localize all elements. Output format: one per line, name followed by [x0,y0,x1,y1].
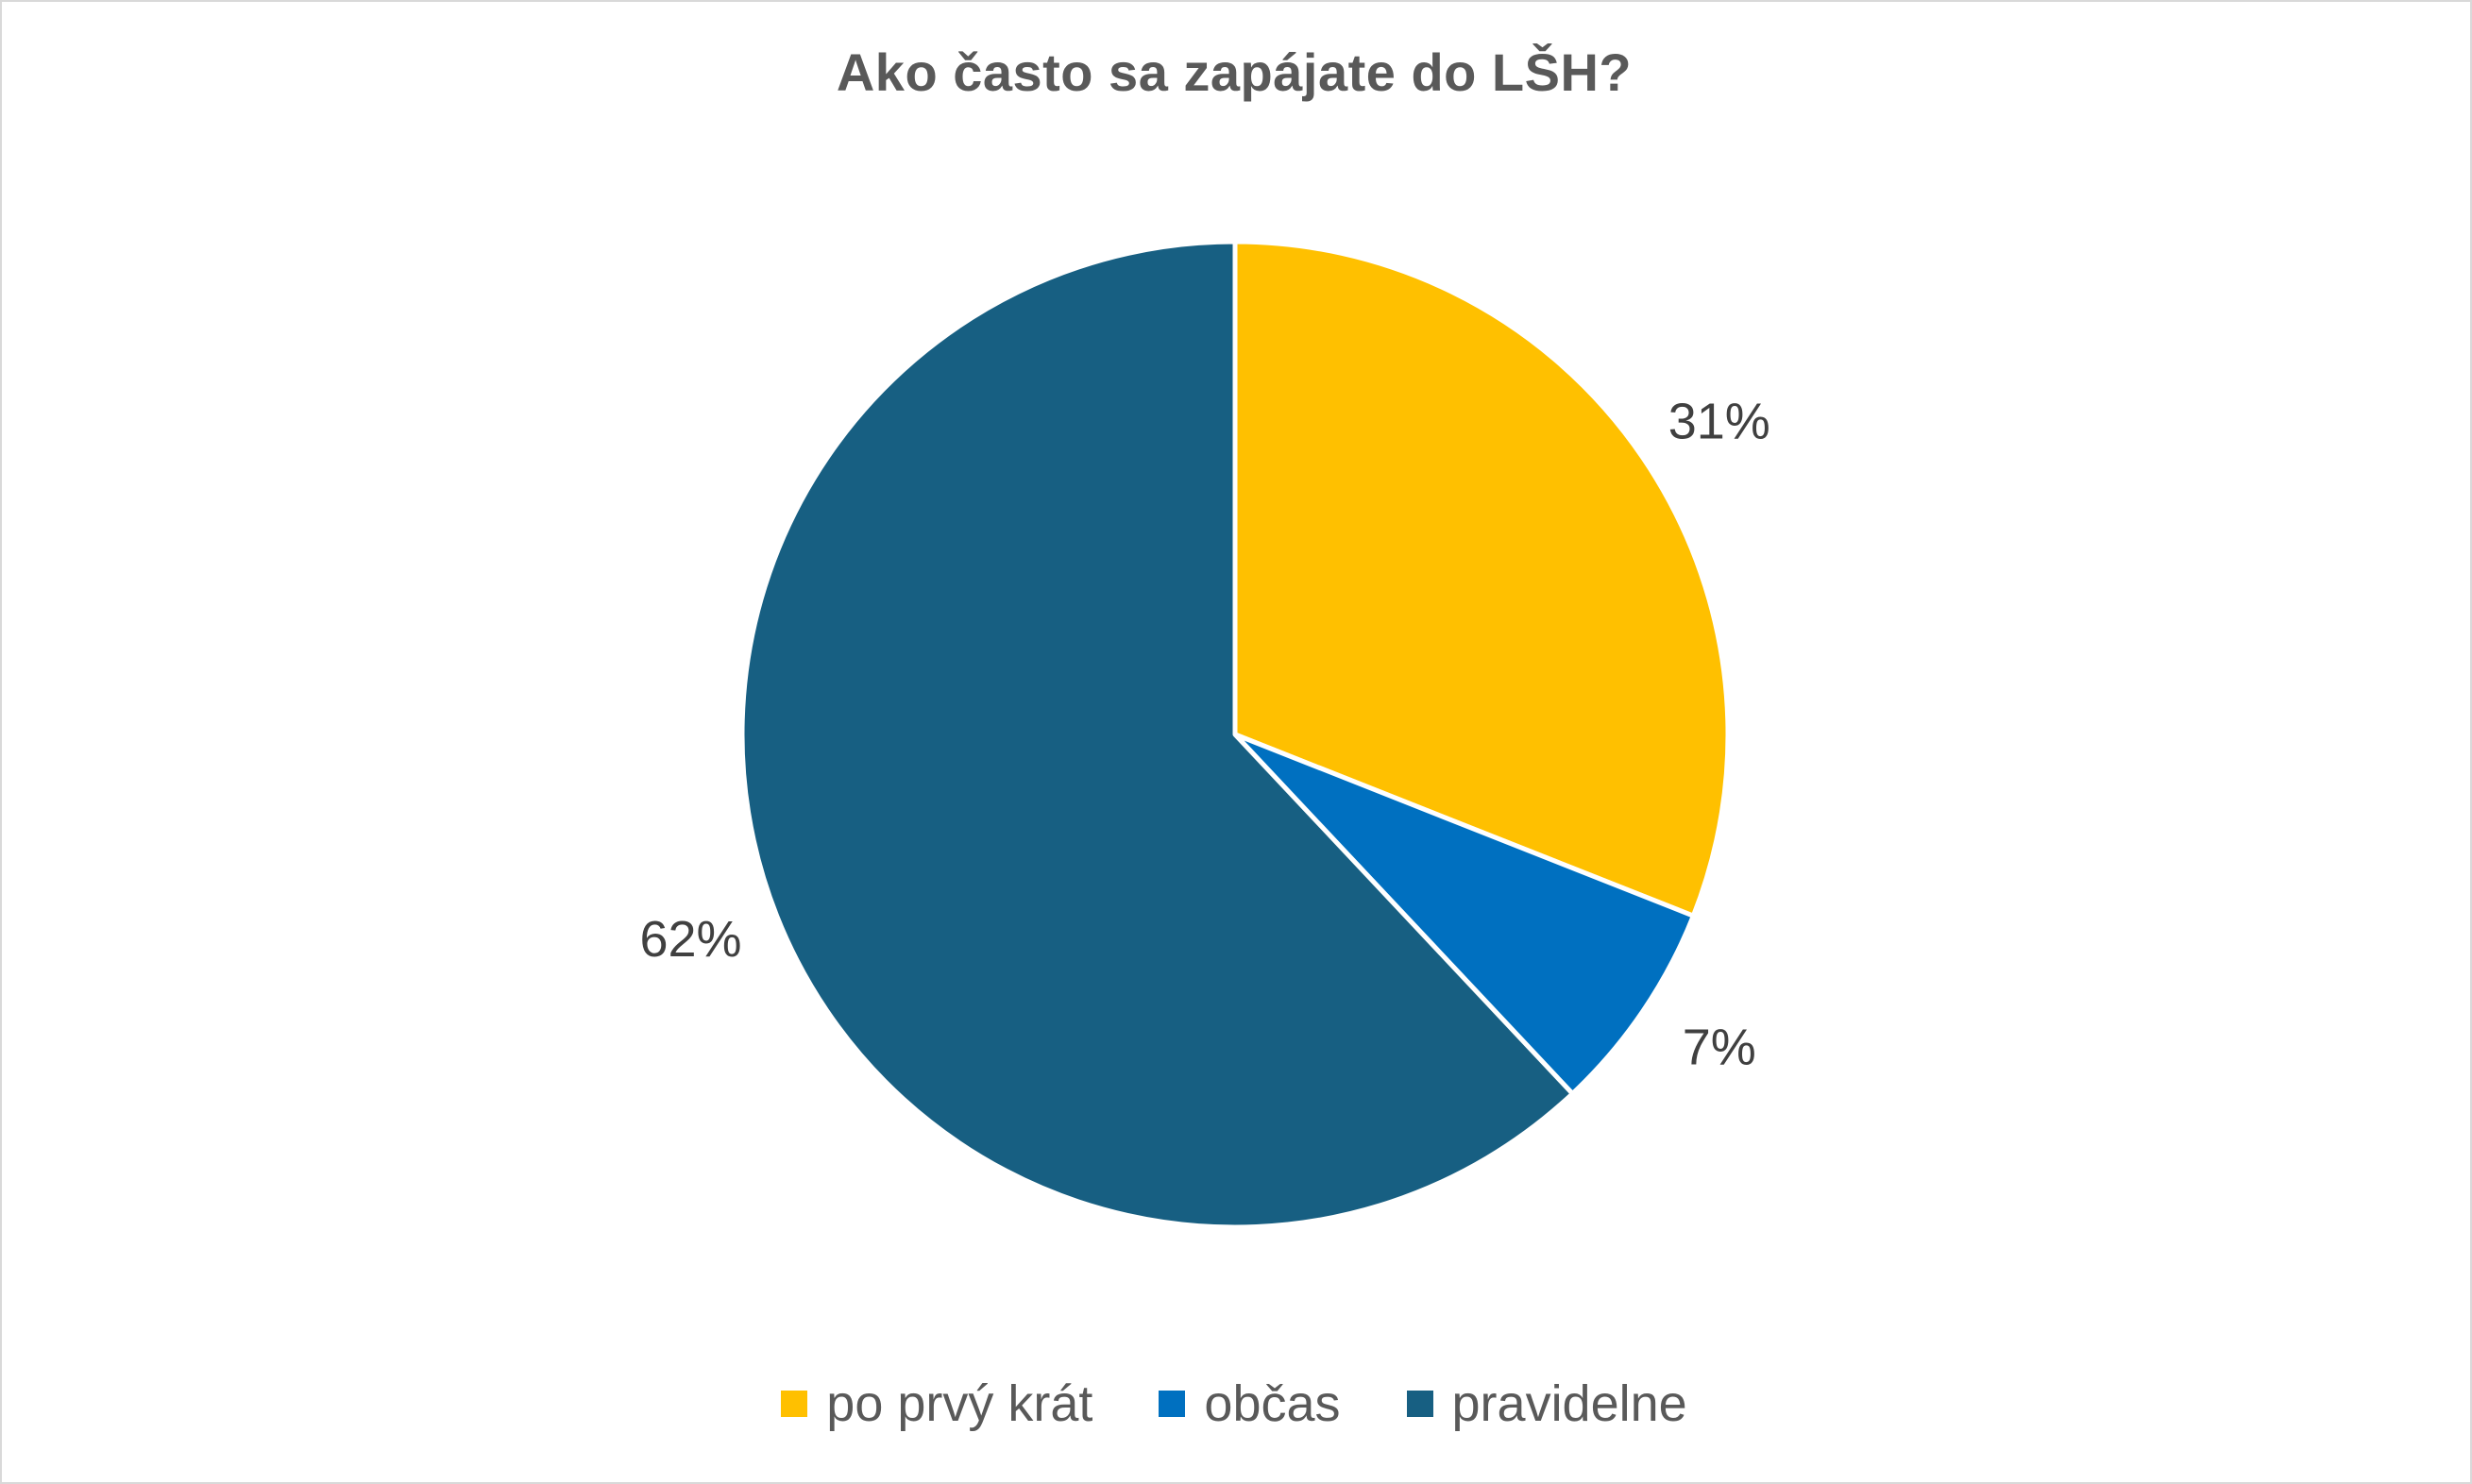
chart-title: Ako často sa zapájate do LŠH? [836,42,1633,102]
legend-swatch-po-prvy-krat [781,1391,808,1417]
pie-data-labels: 31% 7% 62% [639,393,1769,1075]
pie-slice-obcas[interactable] [1232,732,1696,1097]
legend-item-obcas[interactable]: občas [1159,1374,1341,1433]
pie-slice-po-prvy-krat[interactable] [1232,239,1731,919]
pie-slices [739,239,1731,1230]
legend-swatch-obcas [1159,1391,1186,1417]
legend-item-pravidelne[interactable]: pravidelne [1406,1374,1687,1433]
legend-swatch-pravidelne [1406,1391,1433,1417]
legend: po prvý krát občas pravidelne [0,1371,2468,1437]
data-label-po-prvy-krat: 31% [1668,393,1770,449]
legend-label-po-prvy-krat: po prvý krát [826,1375,1093,1432]
data-label-obcas: 7% [1683,1020,1756,1076]
legend-item-po-prvy-krat[interactable]: po prvý krát [781,1374,1092,1433]
legend-label-pravidelne: pravidelne [1451,1375,1687,1432]
pie-slice-pravidelne[interactable] [739,239,1575,1230]
legend-label-obcas: občas [1204,1375,1341,1432]
data-label-pravidelne: 62% [639,911,741,968]
